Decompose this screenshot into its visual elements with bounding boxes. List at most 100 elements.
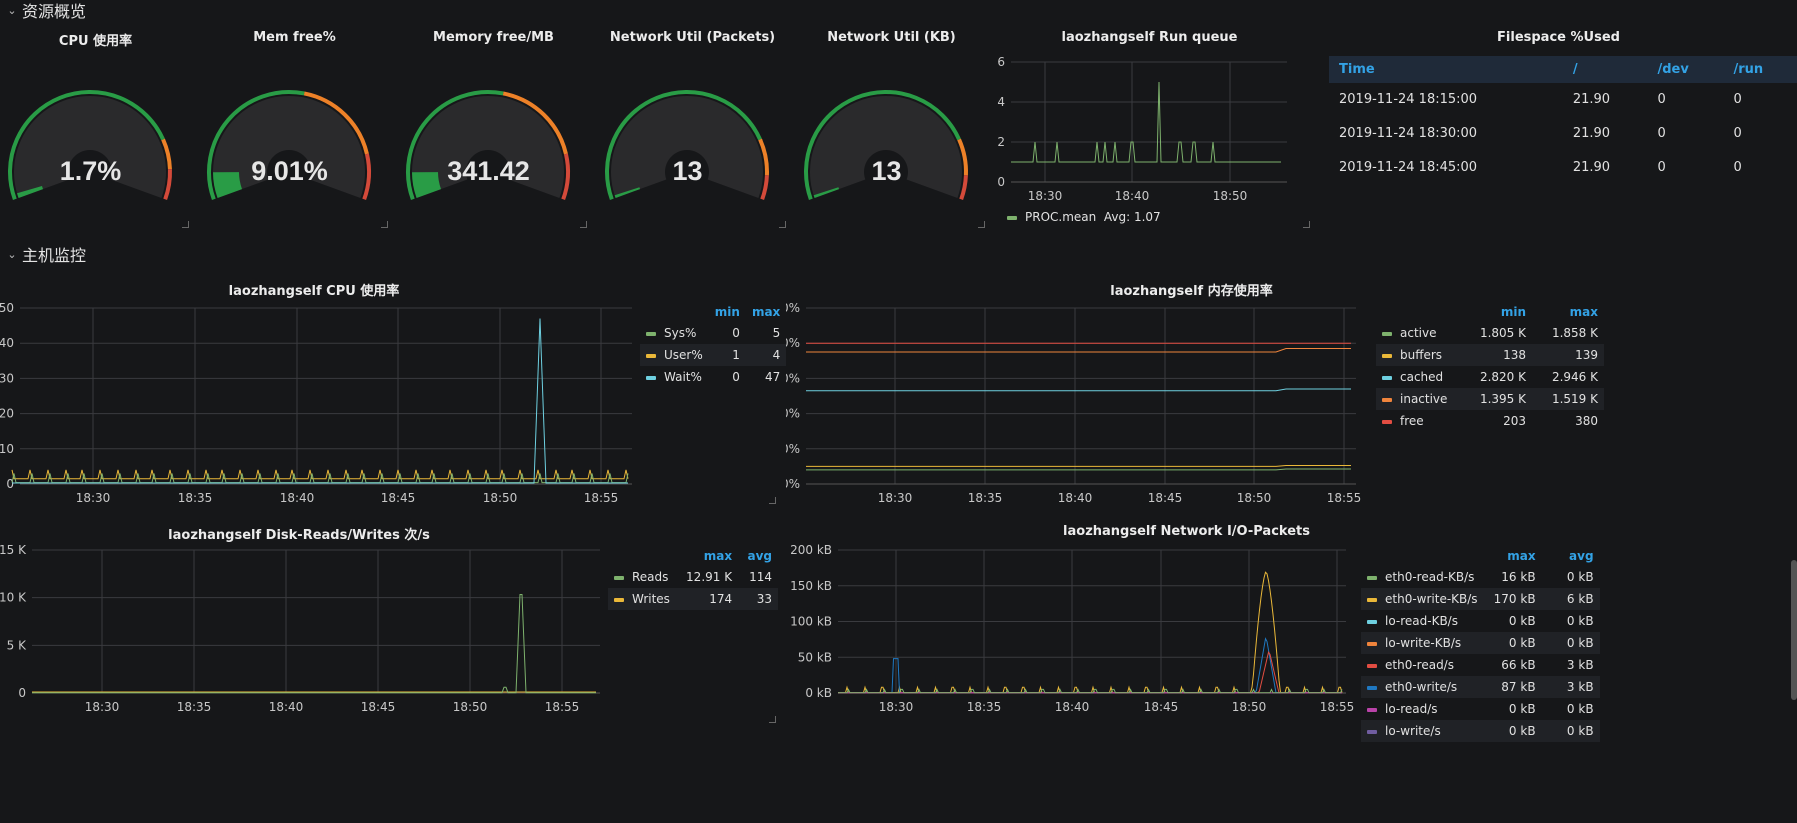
table-cell: 0	[1733, 92, 1742, 107]
legend-column-header[interactable]: min	[1500, 305, 1526, 319]
legend-column-header[interactable]: max	[1507, 549, 1536, 563]
legend-series-name[interactable]: Sys%	[640, 322, 709, 344]
legend-label: Writes	[632, 592, 670, 606]
x-tick-label: 18:40	[269, 700, 304, 714]
y-tick-label: 30	[0, 371, 14, 385]
legend-column-header[interactable]: min	[714, 305, 740, 319]
resize-handle[interactable]	[978, 221, 985, 228]
gauge-track	[412, 96, 564, 198]
legend-series-name[interactable]: User%	[640, 344, 709, 366]
x-tick-label: 18:35	[968, 491, 1003, 505]
legend-value: 0	[732, 370, 740, 384]
gauge-panel: Memory free/MB 341.42	[398, 24, 589, 230]
legend-column-header[interactable]: avg	[1569, 549, 1594, 563]
legend-series-name[interactable]: eth0-write-KB/s	[1361, 588, 1484, 610]
legend-column-header[interactable]: max	[703, 549, 733, 563]
legend-series-name[interactable]: eth0-read-KB/s	[1361, 566, 1484, 588]
legend-item[interactable]: eth0-read/s 66 kB 3 kB	[1361, 654, 1600, 676]
legend-series-name[interactable]: cached	[1376, 366, 1466, 388]
series-line-eth0-read-kb	[838, 688, 1343, 694]
x-tick-label: 18:40	[1058, 491, 1093, 505]
legend-value: 1	[708, 344, 746, 366]
legend-item[interactable]: buffers 138 139	[1376, 344, 1604, 366]
legend-series-name[interactable]: Reads	[608, 566, 677, 588]
legend-series-name[interactable]: Writes	[608, 588, 678, 610]
legend-series-name[interactable]: lo-write/s	[1361, 720, 1484, 742]
panel-title: laozhangself Run queue	[1061, 30, 1238, 45]
series-line-inactive	[806, 347, 1351, 353]
legend-label: free	[1400, 414, 1424, 428]
gauge-value: 13	[672, 156, 703, 186]
table-cell: 0	[1657, 160, 1666, 175]
gauge-dial	[804, 90, 968, 201]
legend-item[interactable]: eth0-write/s 87 kB 3 kB	[1361, 676, 1600, 698]
legend-item[interactable]: Sys% 0 5	[640, 322, 786, 344]
legend-series-name[interactable]: lo-read-KB/s	[1361, 610, 1484, 632]
legend-swatch	[1382, 419, 1392, 424]
cpu-legend: min max Sys% 0 5 User% 1 4 Wait% 0 47	[640, 302, 787, 388]
gauge-value-arc	[17, 185, 44, 198]
legend-series-name[interactable]: lo-write-KB/s	[1361, 632, 1484, 654]
legend-item[interactable]: lo-read/s 0 kB 0 kB	[1361, 698, 1600, 720]
legend-item[interactable]: lo-read-KB/s 0 kB 0 kB	[1361, 610, 1600, 632]
resize-handle[interactable]	[779, 221, 786, 228]
runqueue-legend[interactable]: PROC.mean Avg: 1.07	[1007, 210, 1161, 224]
legend-series-name[interactable]: eth0-read/s	[1361, 654, 1484, 676]
legend-series-name[interactable]: active	[1376, 322, 1466, 344]
table-column-header[interactable]: /run	[1723, 56, 1797, 83]
table-column-header[interactable]: /	[1562, 56, 1648, 83]
legend-column-header[interactable]: avg	[747, 549, 772, 563]
resize-handle[interactable]	[580, 221, 587, 228]
legend-label: lo-read/s	[1385, 702, 1438, 716]
x-tick-label: 18:40	[1115, 189, 1150, 203]
y-tick-label: 6	[997, 55, 1005, 69]
legend-item[interactable]: Wait% 0 47	[640, 366, 786, 388]
resize-handle[interactable]	[182, 221, 189, 228]
x-tick-label: 18:45	[1144, 700, 1179, 714]
legend-series-name[interactable]: Wait%	[640, 366, 709, 388]
series-line-eth0-read	[838, 651, 1342, 694]
legend-value: 2.946 K	[1551, 370, 1598, 384]
legend-scrollbar[interactable]	[1791, 560, 1797, 700]
row-overview[interactable]: ⌄ 资源概览	[0, 0, 86, 23]
y-tick-label: 120%	[786, 301, 800, 315]
gauge-value-arc	[813, 187, 840, 198]
legend-column-header[interactable]: max	[1569, 305, 1598, 319]
threshold-arc-green	[8, 90, 165, 201]
legend-item[interactable]: lo-write/s 0 kB 0 kB	[1361, 720, 1600, 742]
table-cell: 2019-11-24 18:45:00	[1339, 160, 1478, 175]
table-column-header[interactable]: /dev	[1647, 56, 1724, 83]
legend-item[interactable]: eth0-read-KB/s 16 kB 0 kB	[1361, 566, 1600, 588]
table-column-header[interactable]: Time	[1329, 56, 1563, 83]
legend-item[interactable]: cached 2.820 K 2.946 K	[1376, 366, 1604, 388]
resize-handle[interactable]	[769, 716, 776, 723]
resize-handle[interactable]	[769, 497, 776, 504]
legend-swatch	[646, 375, 656, 380]
filespace-table: Time //dev/run 2019-11-24 18:15:00 21.90 0 0 2…	[1329, 56, 1797, 185]
x-tick-label: 18:55	[545, 700, 580, 714]
legend-item[interactable]: Reads 12.91 K 114	[608, 566, 778, 588]
gauge-dial	[406, 90, 570, 201]
panel-title: CPU 使用率	[58, 34, 133, 49]
gauge-dial	[8, 90, 172, 201]
legend-series-name[interactable]: buffers	[1376, 344, 1466, 366]
legend-item[interactable]: active 1.805 K 1.858 K	[1376, 322, 1604, 344]
legend-item[interactable]: eth0-write-KB/s 170 kB 6 kB	[1361, 588, 1600, 610]
threshold-arc-orange	[758, 138, 769, 176]
x-tick-label: 18:50	[1232, 700, 1267, 714]
table-cell: 21.90	[1572, 92, 1611, 107]
legend-item[interactable]: lo-write-KB/s 0 kB 0 kB	[1361, 632, 1600, 654]
legend-item[interactable]: inactive 1.395 K 1.519 K	[1376, 388, 1604, 410]
legend-item[interactable]: User% 1 4	[640, 344, 787, 366]
row-host[interactable]: ⌄ 主机监控	[0, 241, 86, 267]
resize-handle[interactable]	[381, 221, 388, 228]
legend-item[interactable]: free 203 380	[1376, 410, 1604, 432]
legend-series-name[interactable]: free	[1376, 410, 1466, 432]
legend-series-name[interactable]: lo-read/s	[1361, 698, 1484, 720]
legend-column-header[interactable]: max	[751, 305, 781, 319]
legend-series-name[interactable]: eth0-write/s	[1361, 676, 1484, 698]
legend-series-name[interactable]: inactive	[1376, 388, 1466, 410]
table-cell: 0	[1657, 126, 1666, 141]
resize-handle[interactable]	[1303, 221, 1310, 228]
legend-item[interactable]: Writes 174 33	[608, 588, 778, 610]
